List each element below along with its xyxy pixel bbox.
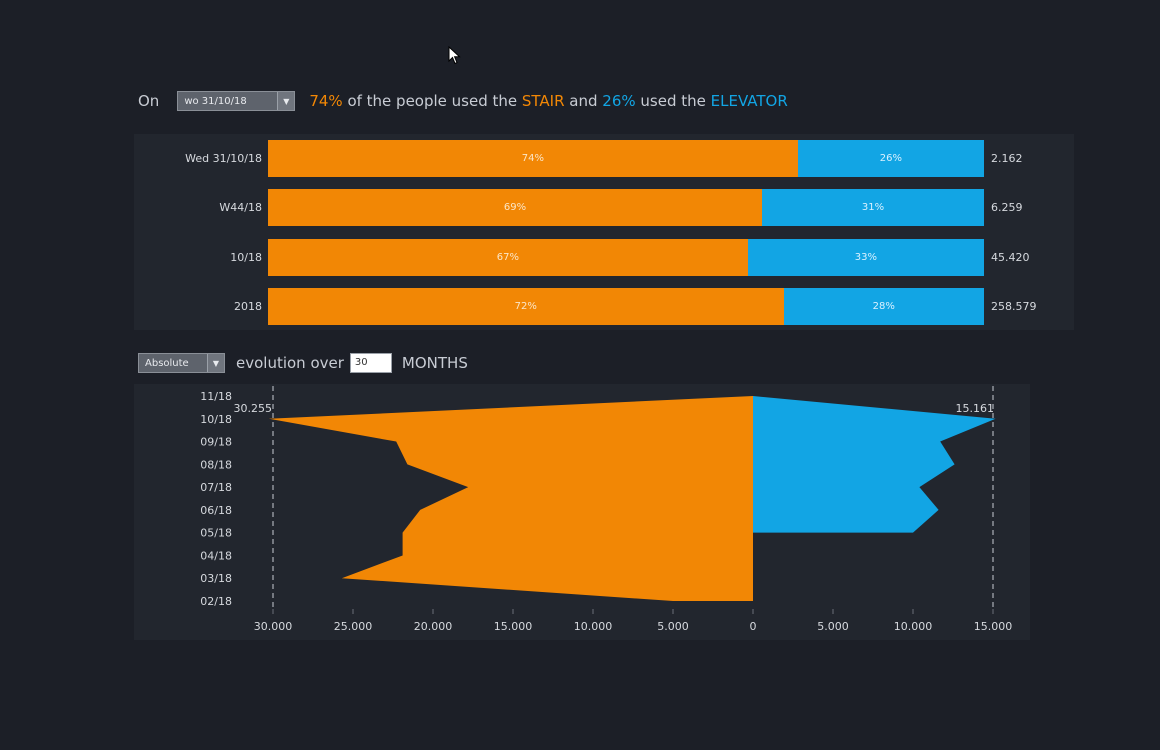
mode-select-value: Absolute <box>145 357 189 369</box>
elevator-max-label: 15.161 <box>956 402 995 415</box>
sentence-text-2: and <box>564 92 603 110</box>
sentence-text-3: used the <box>635 92 711 110</box>
mode-select[interactable]: Absolute ▼ <box>138 353 225 373</box>
row-label: 2018 <box>234 300 262 313</box>
y-tick-label: 02/18 <box>200 595 232 608</box>
stair-area <box>268 396 753 601</box>
months-label: MONTHS <box>401 354 468 372</box>
elevator-bar[interactable]: 31% <box>762 189 984 226</box>
row-label: 10/18 <box>230 251 262 264</box>
x-tick-label: 25.000 <box>334 620 373 633</box>
elevator-area <box>753 396 996 533</box>
row-total: 2.162 <box>991 152 1023 165</box>
y-tick-label: 07/18 <box>200 481 232 494</box>
y-tick-label: 03/18 <box>200 572 232 585</box>
elevator-percent: 26% <box>602 92 636 110</box>
mouse-cursor-icon <box>448 46 461 65</box>
x-tick-label: 5.000 <box>657 620 689 633</box>
row-total: 45.420 <box>991 251 1030 264</box>
date-select-value: wo 31/10/18 <box>184 95 247 107</box>
y-tick-label: 08/18 <box>200 458 232 471</box>
y-tick-label: 05/18 <box>200 527 232 540</box>
elevator-bar[interactable]: 28% <box>783 288 984 325</box>
x-tick-label: 30.000 <box>254 620 293 633</box>
months-input[interactable]: 30 <box>349 353 392 373</box>
elevator-bar[interactable]: 33% <box>747 239 984 276</box>
stair-max-label: 30.255 <box>234 402 273 415</box>
row-total: 258.579 <box>991 300 1037 313</box>
elevator-bar[interactable]: 26% <box>797 140 984 177</box>
stair-bar[interactable]: 74% <box>268 140 798 177</box>
chevron-down-icon[interactable]: ▼ <box>207 354 224 372</box>
y-tick-label: 11/18 <box>200 390 232 403</box>
x-tick-label: 0 <box>750 620 757 633</box>
elevator-word: ELEVATOR <box>710 92 788 110</box>
stair-percent: 74% <box>309 92 343 110</box>
date-select[interactable]: wo 31/10/18 ▼ <box>177 91 296 111</box>
x-tick-label: 15.000 <box>974 620 1013 633</box>
x-tick-label: 5.000 <box>817 620 849 633</box>
row-label: W44/18 <box>219 201 262 214</box>
evolution-label: evolution over <box>236 354 344 372</box>
x-tick-label: 10.000 <box>574 620 613 633</box>
y-tick-label: 06/18 <box>200 504 232 517</box>
row-label: Wed 31/10/18 <box>185 152 262 165</box>
x-tick-label: 10.000 <box>894 620 933 633</box>
chevron-down-icon[interactable]: ▼ <box>277 92 295 110</box>
y-tick-label: 09/18 <box>200 436 232 449</box>
stair-bar[interactable]: 67% <box>268 239 748 276</box>
row-total: 6.259 <box>991 201 1023 214</box>
summary-sentence-row: On wo 31/10/18 ▼ 74% of the people used … <box>138 90 788 112</box>
sentence-text-1: of the people used the <box>342 92 522 110</box>
stair-bar[interactable]: 72% <box>268 288 784 325</box>
on-label: On <box>138 92 160 110</box>
x-tick-label: 15.000 <box>494 620 533 633</box>
y-tick-label: 10/18 <box>200 413 232 426</box>
summary-sentence: 74% of the people used the STAIR and 26%… <box>309 92 787 110</box>
y-tick-label: 04/18 <box>200 549 232 562</box>
stair-bar[interactable]: 69% <box>268 189 763 226</box>
stair-word: STAIR <box>521 92 565 110</box>
x-tick-label: 20.000 <box>414 620 453 633</box>
evolution-controls: Absolute ▼ evolution over 30 MONTHS <box>138 352 468 374</box>
